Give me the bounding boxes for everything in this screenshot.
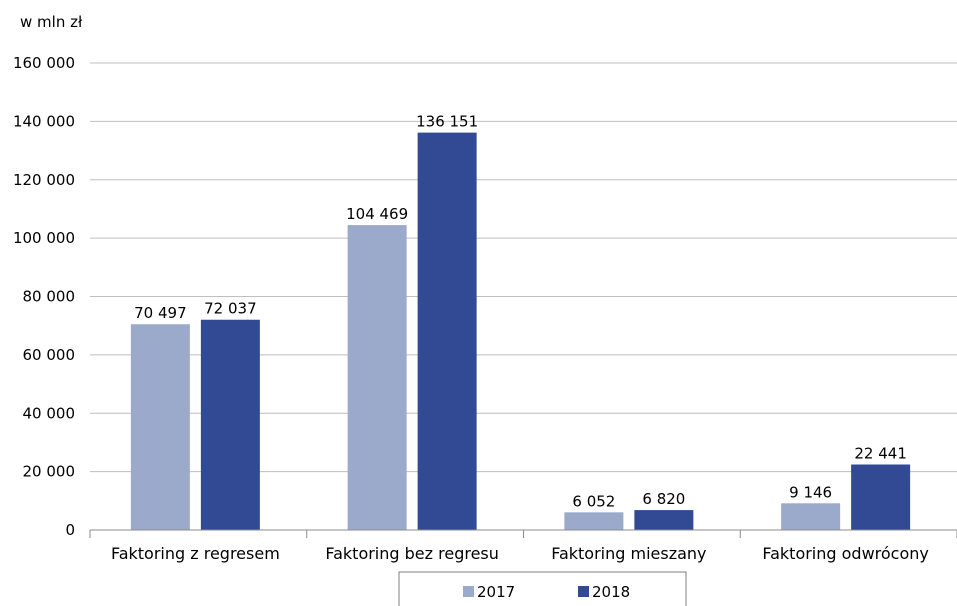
category-label: Faktoring z regresem bbox=[111, 544, 280, 563]
bar-2017-2 bbox=[347, 225, 407, 530]
data-label: 22 441 bbox=[854, 445, 907, 463]
bar-2018-2 bbox=[417, 132, 477, 531]
unit-label: w mln zł bbox=[20, 13, 83, 31]
bar-2018-4 bbox=[851, 464, 911, 530]
bar-2017-1 bbox=[130, 324, 190, 530]
data-label: 6 052 bbox=[572, 492, 615, 510]
y-tick-label: 0 bbox=[65, 521, 75, 539]
data-label: 72 037 bbox=[204, 300, 257, 318]
data-label: 6 820 bbox=[642, 490, 685, 508]
data-label: 104 469 bbox=[346, 205, 408, 223]
y-tick-label: 140 000 bbox=[13, 112, 75, 130]
bar-2018-1 bbox=[200, 319, 260, 530]
legend-box bbox=[398, 571, 687, 606]
bar-2017-4 bbox=[781, 503, 841, 530]
legend-swatch-2017 bbox=[463, 586, 474, 597]
category-label: Faktoring mieszany bbox=[551, 544, 706, 563]
legend-label: 2018 bbox=[592, 583, 630, 601]
y-tick-label: 80 000 bbox=[23, 288, 76, 306]
bars: 70 497 72 037 104 469 136 151 6 052 6 820 9 14… bbox=[130, 113, 911, 531]
legend: 2017 2018 bbox=[398, 571, 687, 606]
category-label: Faktoring bez regresu bbox=[325, 544, 499, 563]
data-label: 70 497 bbox=[134, 304, 187, 322]
category-label: Faktoring odwrócony bbox=[762, 544, 929, 563]
legend-label: 2017 bbox=[477, 583, 515, 601]
y-tick-label: 100 000 bbox=[13, 229, 75, 247]
y-tick-label: 60 000 bbox=[23, 346, 76, 364]
y-tick-label: 20 000 bbox=[23, 463, 76, 481]
data-label: 9 146 bbox=[789, 483, 832, 501]
y-tick-label: 40 000 bbox=[23, 404, 76, 422]
x-axis: Faktoring z regresem Faktoring bez regres… bbox=[89, 529, 957, 563]
bar-2017-3 bbox=[564, 512, 624, 530]
y-tick-label: 160 000 bbox=[13, 54, 75, 72]
y-tick-label: 120 000 bbox=[13, 171, 75, 189]
bar-2018-3 bbox=[634, 510, 694, 530]
legend-swatch-2018 bbox=[578, 586, 589, 597]
y-axis-ticks: 0 20 000 40 000 60 000 80 000 100 000 120 000 1… bbox=[13, 54, 75, 539]
data-label: 136 151 bbox=[416, 113, 478, 131]
